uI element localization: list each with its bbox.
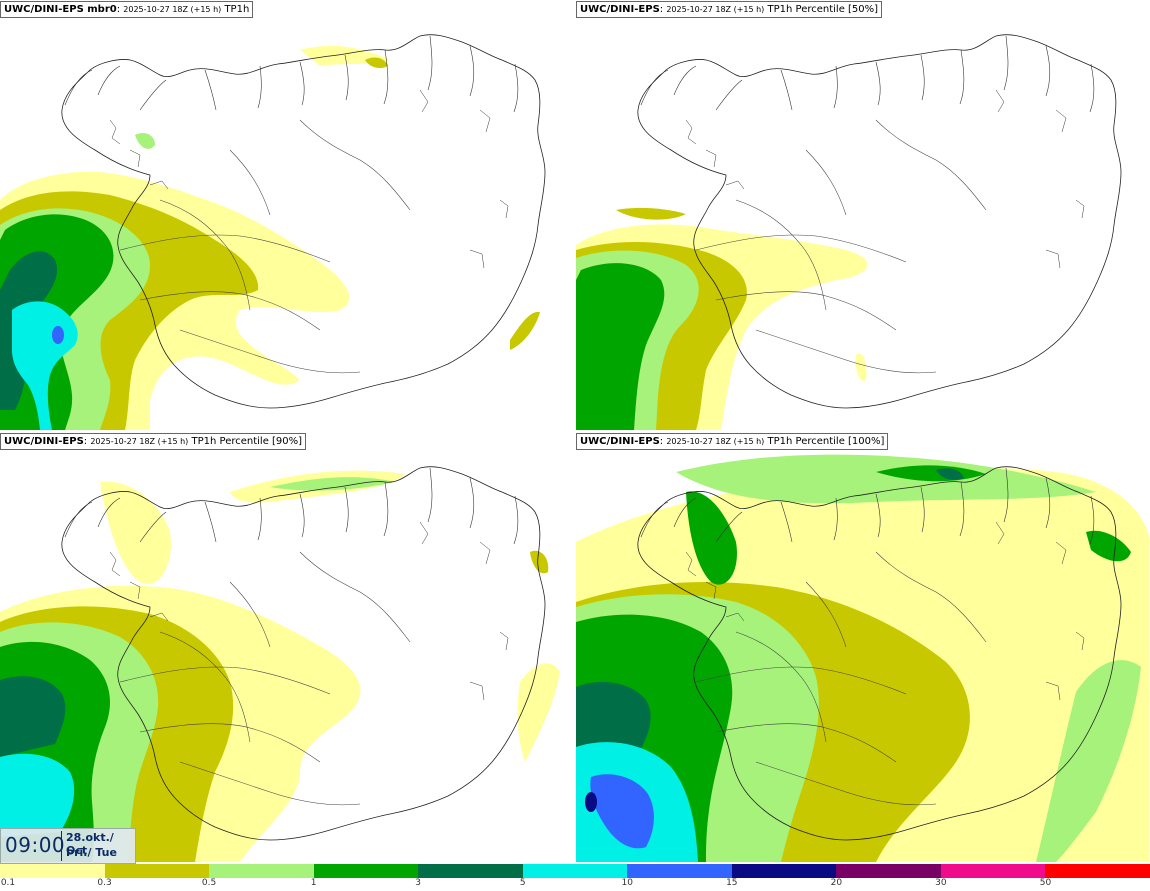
run-date-label: 2025-10-27 18Z (+15 h): [666, 5, 765, 14]
model-label: UWC/DINI-EPS: [4, 436, 84, 447]
map-panel-p90: UWC/DINI-EPS: 2025-10-27 18Z (+15 h) TP1…: [0, 432, 573, 862]
parameter-label: TP1h Percentile [90%]: [191, 436, 303, 447]
parameter-label: TP1h Percentile [50%]: [767, 4, 879, 15]
panel-title: UWC/DINI-EPS: 2025-10-27 18Z (+15 h) TP1…: [576, 1, 883, 18]
valid-time-box: 09:00 28.okt./ Oct Þri./ Tue: [0, 828, 136, 864]
color-legend: 0.1 0.3 0.5 1 3 5 10 15 20 30 50: [0, 862, 1150, 891]
map-panel-p100: UWC/DINI-EPS: 2025-10-27 18Z (+15 h) TP1…: [576, 432, 1149, 862]
precip-area-10: [590, 774, 654, 849]
legend-tick-label: 20: [830, 878, 843, 888]
run-date-label: 2025-10-27 18Z (+15 h): [666, 437, 765, 446]
legend-tick-label: 0.3: [97, 878, 112, 888]
legend-swatch: [731, 864, 837, 878]
legend-tick-label: 1: [310, 878, 317, 888]
legend-tick-label: 30: [935, 878, 947, 888]
legend-tick-label: 0.5: [201, 878, 217, 888]
run-date-label: 2025-10-27 18Z (+15 h): [123, 5, 222, 14]
precip-map-p90: [0, 466, 560, 862]
time-separator: [61, 831, 62, 861]
panel-title: UWC/DINI-EPS mbr0: 2025-10-27 18Z (+15 h…: [0, 1, 254, 18]
model-label: UWC/DINI-EPS: [580, 4, 660, 15]
legend-swatch: [104, 864, 210, 878]
run-date-label: 2025-10-27 18Z (+15 h): [90, 437, 189, 446]
model-label: UWC/DINI-EPS mbr0: [4, 4, 117, 15]
precip-area-3: [0, 676, 66, 757]
legend-color-bar: [0, 864, 1150, 878]
legend-swatch: [0, 864, 105, 878]
valid-date-line1: 28.okt./ Oct: [66, 831, 114, 857]
precip-area-3: [0, 251, 58, 410]
legend-swatch: [836, 864, 941, 878]
model-label: UWC/DINI-EPS: [580, 436, 660, 447]
legend-tick-label: 50: [1039, 878, 1052, 888]
legend-swatch: [627, 864, 732, 878]
legend-tick-label: 3: [415, 878, 422, 888]
legend-swatch: [522, 864, 628, 878]
precip-map-mbr0: [0, 34, 546, 430]
map-panel-mbr0: UWC/DINI-EPS mbr0: 2025-10-27 18Z (+15 h…: [0, 0, 573, 430]
legend-swatch: [209, 864, 314, 878]
legend-swatch: [313, 864, 419, 878]
legend-tick-label: 10: [621, 878, 633, 888]
panel-title: UWC/DINI-EPS: 2025-10-27 18Z (+15 h) TP1…: [576, 433, 889, 450]
legend-swatch: [1045, 864, 1150, 878]
parameter-label: TP1h: [224, 4, 250, 15]
legend-tick-label: 0.1: [0, 878, 16, 888]
valid-date-line2: Þri./ Tue: [66, 846, 117, 859]
precip-area-15: [585, 792, 597, 812]
legend-tick-label: 15: [726, 878, 738, 888]
precip-area-3: [576, 681, 651, 762]
legend-tick-label: 5: [519, 878, 526, 888]
precip-area-5: [0, 753, 75, 837]
precip-area-1: [576, 263, 665, 430]
legend-swatch: [418, 864, 523, 878]
precip-map-p100: [576, 454, 1149, 862]
precip-map-p50: [576, 34, 1122, 430]
valid-time-clock: 09:00: [5, 833, 66, 857]
parameter-label: TP1h Percentile [100%]: [767, 436, 885, 447]
map-panel-p50: UWC/DINI-EPS: 2025-10-27 18Z (+15 h) TP1…: [576, 0, 1149, 430]
precip-area-10: [52, 326, 64, 344]
legend-swatch: [940, 864, 1046, 878]
panel-divider: [573, 0, 576, 862]
panel-title: UWC/DINI-EPS: 2025-10-27 18Z (+15 h) TP1…: [0, 433, 307, 450]
